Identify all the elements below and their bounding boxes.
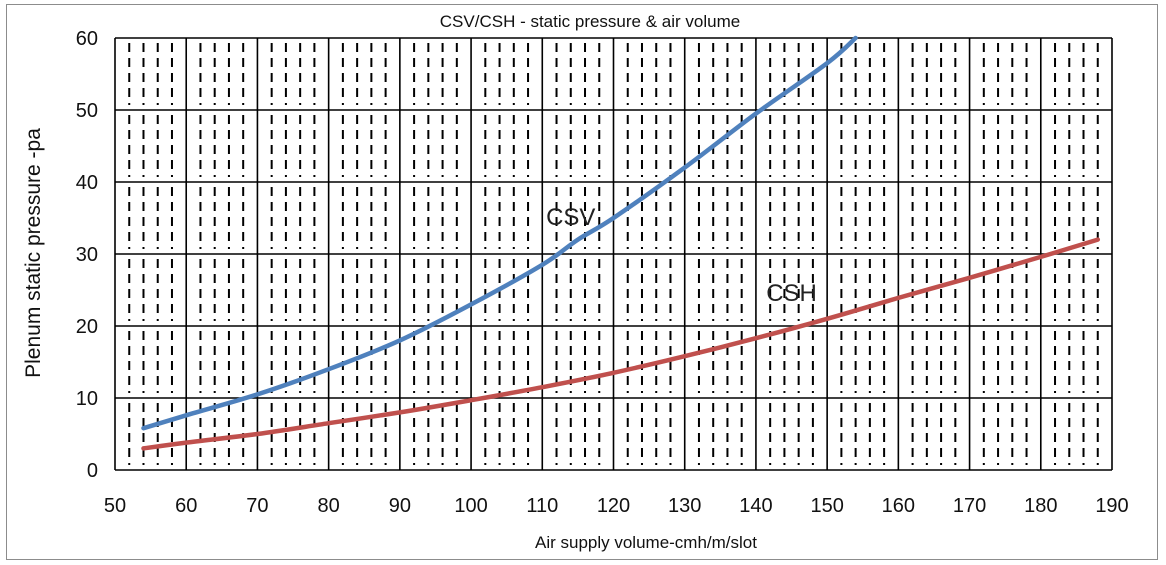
x-tick-label: 50: [104, 495, 126, 517]
y-tick-label: 50: [76, 100, 98, 122]
y-tick-label: 60: [76, 28, 98, 50]
x-tick-label: 180: [1024, 495, 1057, 517]
chart-frame: [6, 4, 1158, 560]
y-tick-label: 10: [76, 388, 98, 410]
x-tick-label: 160: [882, 495, 915, 517]
major-grid: [114, 37, 1113, 471]
y-axis-label: Plenum static pressure -pa: [22, 128, 45, 378]
y-tick-label: 40: [76, 172, 98, 194]
series-annotations: CSV CSH: [546, 204, 817, 307]
x-tick-label: 110: [526, 495, 558, 517]
x-tick-label: 140: [739, 495, 772, 517]
chart-title: CSV/CSH - static pressure & air volume: [440, 12, 740, 31]
series-line-csv: [141, 35, 858, 431]
x-tick-label: 150: [810, 495, 843, 517]
x-tick-labels: 50 60 70 80 90 100 110 120 130 140 150 160 170 180 190: [104, 495, 1129, 517]
series-lines: [141, 35, 1101, 451]
x-tick-label: 60: [175, 495, 197, 517]
x-tick-label: 80: [318, 495, 340, 517]
x-axis-label: Air supply volume-cmh/m/slot: [535, 533, 757, 552]
series-line-csh: [141, 237, 1101, 451]
y-tick-label: 30: [76, 244, 98, 266]
y-tick-labels: 0 10 20 30 40 50 60: [76, 28, 98, 482]
y-tick-label: 0: [87, 460, 98, 482]
x-tick-label: 170: [953, 495, 986, 517]
series-label-csh: CSH: [766, 280, 817, 307]
series-label-csv: CSV: [546, 204, 595, 231]
x-tick-label: 100: [454, 495, 487, 517]
x-tick-label: 190: [1095, 495, 1128, 517]
x-tick-label: 90: [389, 495, 411, 517]
minor-grid: [128, 43, 1099, 465]
x-tick-label: 120: [597, 495, 630, 517]
x-tick-label: 70: [246, 495, 268, 517]
y-tick-label: 20: [76, 316, 98, 338]
x-tick-label: 130: [668, 495, 701, 517]
